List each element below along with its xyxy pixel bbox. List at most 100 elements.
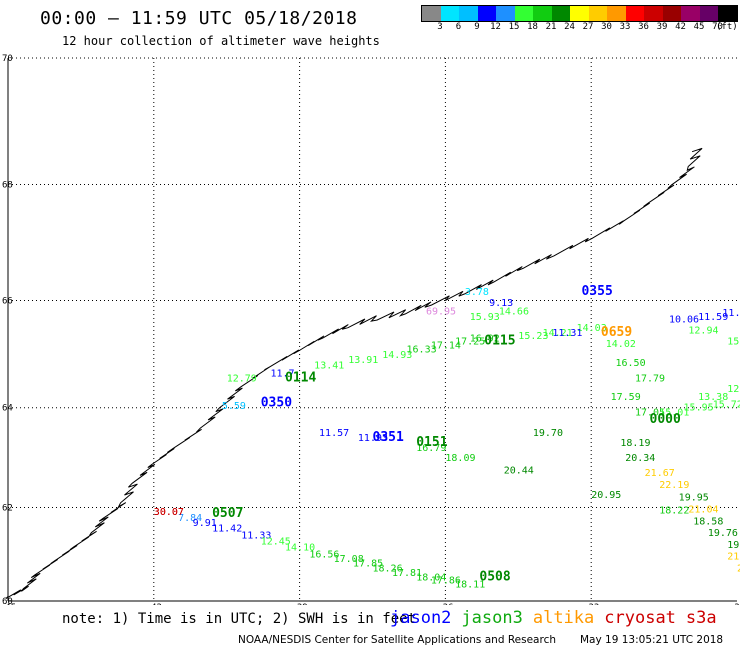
y-tick-label: 66 xyxy=(2,296,13,306)
y-tick-label: 68 xyxy=(2,180,13,190)
color-scale-bar xyxy=(421,5,738,22)
wave-height-label: 12.94 xyxy=(688,326,718,337)
wave-height-label: 13.38 xyxy=(698,392,728,403)
pass-time-label: 0659 xyxy=(601,325,632,340)
wave-height-label: 16.50 xyxy=(616,358,646,369)
wave-height-label: 11.31 xyxy=(552,328,582,339)
wave-height-label: 19.76 xyxy=(727,540,740,551)
color-swatch xyxy=(551,6,570,21)
x-tick-label: -39 xyxy=(291,603,307,605)
wave-height-label: 19.95 xyxy=(679,492,709,503)
wave-height-label: 14.10 xyxy=(285,542,315,553)
wave-height-label: 5.59 xyxy=(222,401,246,412)
wave-height-label: 17.79 xyxy=(635,374,665,385)
wave-height-label: 15.72 xyxy=(713,400,740,411)
wave-height-label: 17.86 xyxy=(431,576,461,587)
color-swatch xyxy=(607,6,626,21)
color-scale-label: 27 xyxy=(582,22,594,32)
satellite-name-altika: altika xyxy=(532,608,595,628)
color-swatch xyxy=(440,6,459,21)
wave-height-label: 15.95 xyxy=(684,402,714,413)
color-scale-label: 30 xyxy=(601,22,612,32)
pass-time-label: 0000 xyxy=(650,412,681,427)
wave-height-map: 30.077.849.9111.4211.3312.4514.1016.5617… xyxy=(0,54,740,605)
color-scale-label: 70 xyxy=(712,22,723,32)
wave-height-label: 14.93 xyxy=(382,350,412,361)
x-tick-label: -45 xyxy=(0,603,16,605)
greenland-coastline xyxy=(5,147,703,600)
wave-height-label: 20.95 xyxy=(591,490,621,501)
color-scale-label: 33 xyxy=(619,22,631,32)
wave-height-label: 3.78 xyxy=(465,287,489,298)
wave-height-label: 23.3 xyxy=(737,563,740,574)
wave-height-label: 14.21 xyxy=(543,328,573,339)
wave-height-label: 17.81 xyxy=(392,568,422,579)
color-swatch xyxy=(644,6,663,21)
color-scale-label: 45 xyxy=(693,22,705,32)
wave-height-label: 30.07 xyxy=(154,507,184,518)
wave-height-label: 15.23 xyxy=(518,331,548,342)
wave-height-label: 19.76 xyxy=(708,528,738,539)
pass-time-label: 0508 xyxy=(479,569,510,584)
wave-height-label: 11.59 xyxy=(698,312,728,323)
color-scale-label: 21 xyxy=(545,22,557,32)
color-scale-label: 24 xyxy=(564,22,575,32)
pass-time-label: 0151 xyxy=(416,435,447,450)
wave-height-label: 15.93 xyxy=(470,312,500,323)
lat-lon-grid xyxy=(7,57,737,602)
altimeter-tracks: 30.077.849.9111.4211.3312.4514.1016.5617… xyxy=(154,284,740,590)
credit-text: NOAA/NESDIS Center for Satellite Applica… xyxy=(238,634,556,646)
wave-height-label: 11.42 xyxy=(212,523,242,534)
color-scale-label: 9 xyxy=(474,22,480,32)
color-swatch xyxy=(570,6,589,21)
wave-height-label: 11.33 xyxy=(241,531,271,542)
color-scale-unit: (ft) xyxy=(716,22,738,32)
wave-height-label: 16.79 xyxy=(416,443,446,454)
x-tick-label: -33 xyxy=(583,603,599,605)
wave-height-label: 18.04 xyxy=(416,572,446,583)
color-swatch xyxy=(533,6,552,21)
pass-time-label: 0114 xyxy=(285,371,316,386)
color-swatch xyxy=(625,6,644,21)
y-tick-label: 64 xyxy=(2,404,13,414)
color-scale-labels: 3 6 9 12 15 18 21 24 27 30 33 36 39 42 45 70 xyxy=(421,22,740,34)
color-scale-label: 12 xyxy=(490,22,501,32)
wave-height-label: 18.11 xyxy=(455,579,485,590)
wave-height-label: 18.19 xyxy=(620,438,650,449)
color-scale-label: 42 xyxy=(675,22,686,32)
wave-height-label: 11.57 xyxy=(319,428,349,439)
color-swatch xyxy=(681,6,700,21)
color-swatch xyxy=(422,6,441,21)
color-swatch xyxy=(662,6,681,21)
satellite-name-cryosat: cryosat xyxy=(604,608,676,628)
color-scale-label: 3 xyxy=(437,22,443,32)
wave-height-label: 17.05 xyxy=(635,407,665,418)
color-scale-label: 39 xyxy=(656,22,668,32)
x-tick-label: -36 xyxy=(437,603,453,605)
color-swatch xyxy=(718,6,737,21)
color-scale-label: 15 xyxy=(508,22,520,32)
wave-height-label: 13.41 xyxy=(314,360,344,371)
wave-height-label: 18.09 xyxy=(445,453,475,464)
wave-height-label: 9.13 xyxy=(489,298,513,309)
wave-height-label: 14.02 xyxy=(606,339,636,350)
page-subtitle: 12 hour collection of altimeter wave hei… xyxy=(62,34,380,48)
color-scale-label: 18 xyxy=(527,22,538,32)
satellite-name-jason2: jason2 xyxy=(390,608,452,628)
wave-height-label: 18.58 xyxy=(693,516,723,527)
wave-height-label: 11.7 xyxy=(270,368,294,379)
color-swatch xyxy=(514,6,533,21)
pass-time-label: 0351 xyxy=(373,430,404,445)
x-tick-label: -42 xyxy=(146,603,162,605)
wave-height-label: 16.92 xyxy=(470,334,500,345)
footer-note: note: 1) Time is in UTC; 2) SWH is in fe… xyxy=(62,611,417,627)
page-title: 00:00 – 11:59 UTC 05/18/2018 xyxy=(40,8,358,29)
wave-height-label: 12.82 xyxy=(727,384,740,395)
wave-height-label: 69.95 xyxy=(426,306,456,317)
pass-time-label: 0350 xyxy=(261,396,292,411)
color-swatch xyxy=(459,6,478,21)
wave-height-label: 9.91 xyxy=(193,518,217,529)
wave-height-label: 21.04 xyxy=(688,504,718,515)
wave-height-label: 16.33 xyxy=(407,344,437,355)
wave-height-label: 30.07 xyxy=(154,507,184,518)
